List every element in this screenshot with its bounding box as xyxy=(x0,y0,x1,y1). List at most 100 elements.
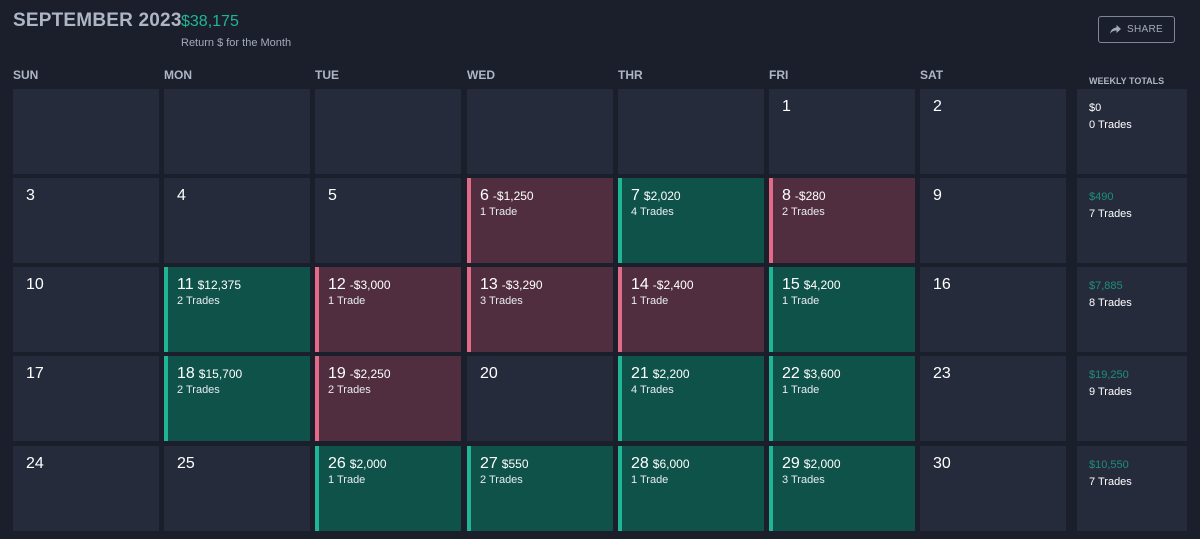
day-number: 27 xyxy=(480,455,498,472)
day-cell[interactable]: 19 -$2,250 2 Trades xyxy=(315,356,461,441)
weekly-total-cell: $19,250 9 Trades xyxy=(1077,356,1187,441)
day-cell[interactable]: 9 xyxy=(920,178,1066,263)
day-pnl: $6,000 xyxy=(652,457,690,471)
day-number: 15 xyxy=(782,276,800,293)
day-number: 13 xyxy=(480,276,498,293)
profit-indicator-bar xyxy=(618,446,622,531)
day-number: 5 xyxy=(328,187,337,204)
day-cell[interactable]: 8 -$280 2 Trades xyxy=(769,178,915,263)
day-cell[interactable]: 4 xyxy=(164,178,310,263)
weekly-total-cell: $10,550 7 Trades xyxy=(1077,446,1187,531)
day-header: 23 xyxy=(933,365,951,383)
day-cell[interactable]: 30 xyxy=(920,446,1066,531)
day-cell[interactable]: 3 xyxy=(13,178,159,263)
month-subtitle: Return $ for the Month xyxy=(181,37,292,49)
day-cell[interactable]: 27 $550 2 Trades xyxy=(467,446,613,531)
day-trade-count: 1 Trade xyxy=(328,474,366,486)
day-header: 10 xyxy=(26,276,44,294)
day-pnl: $550 xyxy=(501,457,529,471)
day-number: 22 xyxy=(782,365,800,382)
day-cell[interactable]: 26 $2,000 1 Trade xyxy=(315,446,461,531)
day-pnl: -$280 xyxy=(794,189,826,203)
weekly-total-amount: $0 xyxy=(1089,102,1102,114)
day-cell[interactable]: 22 $3,600 1 Trade xyxy=(769,356,915,441)
empty-day-cell xyxy=(315,89,461,174)
day-header: 25 xyxy=(177,455,195,473)
day-cell[interactable]: 15 $4,200 1 Trade xyxy=(769,267,915,352)
day-cell[interactable]: 6 -$1,250 1 Trade xyxy=(467,178,613,263)
weekly-total-amount: $10,550 xyxy=(1089,459,1129,471)
day-cell[interactable]: 13 -$3,290 3 Trades xyxy=(467,267,613,352)
weekly-totals-header: WEEKLY TOTALS xyxy=(1089,76,1165,86)
day-header: 29 $2,000 xyxy=(782,455,841,473)
share-button[interactable]: SHARE xyxy=(1098,16,1175,43)
day-cell[interactable]: 28 $6,000 1 Trade xyxy=(618,446,764,531)
day-header: 14 -$2,400 xyxy=(631,276,694,294)
day-trade-count: 2 Trades xyxy=(177,295,220,307)
profit-indicator-bar xyxy=(769,356,773,441)
day-cell[interactable]: 29 $2,000 3 Trades xyxy=(769,446,915,531)
day-header: 19 -$2,250 xyxy=(328,365,391,383)
day-header: 22 $3,600 xyxy=(782,365,841,383)
day-cell[interactable]: 5 xyxy=(315,178,461,263)
day-pnl: $2,020 xyxy=(643,189,681,203)
day-trade-count: 4 Trades xyxy=(631,384,674,396)
day-pnl: -$2,250 xyxy=(349,367,391,381)
day-cell[interactable]: 24 xyxy=(13,446,159,531)
day-cell[interactable]: 7 $2,020 4 Trades xyxy=(618,178,764,263)
day-cell[interactable]: 1 xyxy=(769,89,915,174)
weekly-trade-count: 8 Trades xyxy=(1089,297,1132,309)
day-number: 12 xyxy=(328,276,346,293)
day-cell[interactable]: 12 -$3,000 1 Trade xyxy=(315,267,461,352)
day-number: 9 xyxy=(933,187,942,204)
day-cell[interactable]: 25 xyxy=(164,446,310,531)
weekly-total-amount: $7,885 xyxy=(1089,280,1123,292)
loss-indicator-bar xyxy=(315,356,319,441)
day-header: 6 -$1,250 xyxy=(480,187,534,205)
day-cell[interactable]: 23 xyxy=(920,356,1066,441)
day-cell[interactable]: 14 -$2,400 1 Trade xyxy=(618,267,764,352)
day-trade-count: 2 Trades xyxy=(480,474,523,486)
day-header: 9 xyxy=(933,187,942,205)
empty-day-cell xyxy=(467,89,613,174)
day-cell[interactable]: 18 $15,700 2 Trades xyxy=(164,356,310,441)
day-cell[interactable]: 2 xyxy=(920,89,1066,174)
day-header: 17 xyxy=(26,365,44,383)
day-header: 24 xyxy=(26,455,44,473)
day-cell[interactable]: 21 $2,200 4 Trades xyxy=(618,356,764,441)
day-header: 28 $6,000 xyxy=(631,455,690,473)
day-number: 26 xyxy=(328,455,346,472)
day-header: 20 xyxy=(480,365,498,383)
profit-indicator-bar xyxy=(315,446,319,531)
loss-indicator-bar xyxy=(769,178,773,263)
day-number: 4 xyxy=(177,187,186,204)
profit-indicator-bar xyxy=(769,267,773,352)
day-header: 5 xyxy=(328,187,337,205)
day-pnl: $4,200 xyxy=(803,278,841,292)
weekday-label: MON xyxy=(164,68,192,82)
day-header: 18 $15,700 xyxy=(177,365,242,383)
profit-indicator-bar xyxy=(467,446,471,531)
day-cell[interactable]: 17 xyxy=(13,356,159,441)
day-cell[interactable]: 16 xyxy=(920,267,1066,352)
day-number: 16 xyxy=(933,276,951,293)
profit-indicator-bar xyxy=(164,267,168,352)
day-trade-count: 1 Trade xyxy=(631,295,669,307)
day-number: 7 xyxy=(631,187,640,204)
day-header: 21 $2,200 xyxy=(631,365,690,383)
day-trade-count: 2 Trades xyxy=(328,384,371,396)
day-number: 3 xyxy=(26,187,35,204)
day-number: 1 xyxy=(782,98,791,115)
day-number: 19 xyxy=(328,365,346,382)
loss-indicator-bar xyxy=(315,267,319,352)
day-cell[interactable]: 11 $12,375 2 Trades xyxy=(164,267,310,352)
day-header: 13 -$3,290 xyxy=(480,276,543,294)
day-trade-count: 4 Trades xyxy=(631,206,674,218)
weekday-label: SAT xyxy=(920,68,944,82)
loss-indicator-bar xyxy=(467,267,471,352)
day-cell[interactable]: 20 xyxy=(467,356,613,441)
day-number: 10 xyxy=(26,276,44,293)
day-number: 18 xyxy=(177,365,195,382)
day-cell[interactable]: 10 xyxy=(13,267,159,352)
